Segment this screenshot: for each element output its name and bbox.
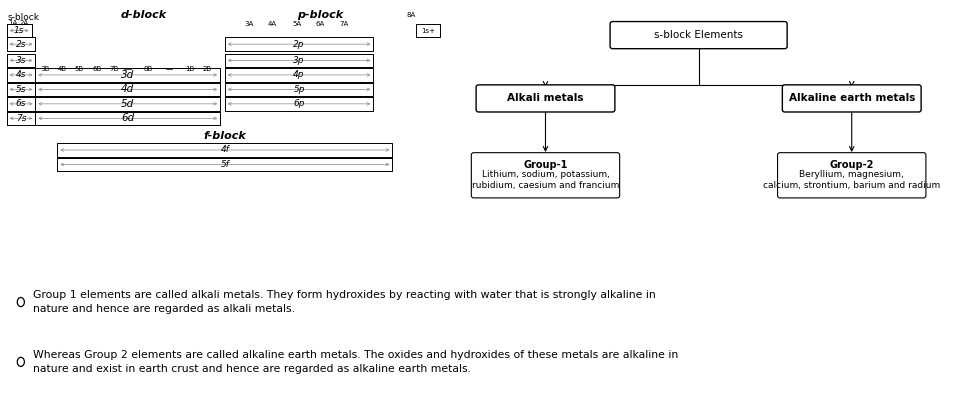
Text: 8B: 8B (144, 65, 153, 71)
FancyBboxPatch shape (783, 85, 921, 112)
Text: Group-2: Group-2 (830, 160, 874, 170)
Text: 4p: 4p (293, 70, 305, 79)
FancyBboxPatch shape (477, 85, 614, 112)
Text: 7A: 7A (340, 21, 349, 27)
FancyBboxPatch shape (611, 22, 787, 49)
Text: Beryllium, magnesium,
calcium, strontium, barium and radium: Beryllium, magnesium, calcium, strontium… (763, 170, 941, 190)
FancyBboxPatch shape (472, 153, 620, 198)
Text: 7s: 7s (16, 114, 26, 123)
Text: 4B: 4B (57, 65, 67, 71)
Text: 5f: 5f (220, 160, 230, 169)
Text: f-block: f-block (204, 131, 246, 141)
Text: 5d: 5d (122, 99, 134, 109)
Text: 5B: 5B (75, 65, 84, 71)
FancyBboxPatch shape (778, 153, 926, 198)
Text: 6B: 6B (92, 65, 101, 71)
Text: 2s: 2s (16, 40, 26, 49)
Text: Group-1: Group-1 (523, 160, 568, 170)
Text: 3B: 3B (40, 65, 50, 71)
Text: 5A: 5A (292, 21, 301, 27)
Text: 6d: 6d (122, 113, 134, 123)
Text: Group 1 elements are called alkali metals. They form hydroxides by reacting with: Group 1 elements are called alkali metal… (33, 290, 656, 314)
Text: 3s: 3s (16, 56, 26, 65)
Text: 1B: 1B (185, 65, 194, 71)
Text: 4d: 4d (122, 84, 134, 95)
Text: 8A: 8A (407, 12, 416, 18)
Text: 1A: 1A (8, 20, 17, 26)
Text: 4f: 4f (220, 146, 230, 154)
Text: 3A: 3A (244, 21, 254, 27)
Text: 1s: 1s (14, 26, 24, 35)
Text: Alkali metals: Alkali metals (507, 93, 584, 103)
Text: 6p: 6p (293, 99, 305, 109)
Text: Alkaline earth metals: Alkaline earth metals (789, 93, 915, 103)
Text: s-block Elements: s-block Elements (655, 30, 743, 40)
Text: 1s+: 1s+ (421, 28, 435, 34)
Text: 6A: 6A (316, 21, 325, 27)
Text: d-block: d-block (121, 10, 167, 20)
Text: 3d: 3d (122, 70, 134, 80)
Text: 2B: 2B (202, 65, 211, 71)
Text: 6s: 6s (16, 99, 26, 109)
Text: 3p: 3p (293, 56, 305, 65)
Text: p-block: p-block (298, 10, 344, 20)
Text: Whereas Group 2 elements are called alkaline earth metals. The oxides and hydrox: Whereas Group 2 elements are called alka… (33, 350, 679, 374)
Text: 4s: 4s (16, 70, 26, 79)
Text: Lithium, sodium, potassium,
rubidium, caesium and francium: Lithium, sodium, potassium, rubidium, ca… (472, 170, 619, 190)
Text: s-block: s-block (8, 12, 39, 22)
Text: 2A: 2A (19, 20, 29, 26)
Text: 7B: 7B (109, 65, 119, 71)
Text: 4A: 4A (268, 21, 278, 27)
Text: 5p: 5p (293, 85, 305, 94)
Text: 5s: 5s (16, 85, 26, 94)
Text: 2p: 2p (293, 40, 305, 49)
